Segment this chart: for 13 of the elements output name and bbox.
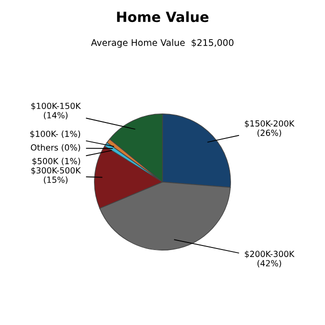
data-label: (14%) — [44, 112, 68, 120]
legend-label: Others (0%) — [30, 144, 80, 152]
slice-label: $150K-200K — [244, 120, 295, 128]
data-label: (26%) — [258, 130, 282, 137]
slice-label: $100K- (1%) — [30, 130, 80, 138]
data-label: (15%) — [44, 176, 68, 184]
slice-label: $500K (1%) — [32, 158, 80, 166]
chart-subtitle: Average Home Value $215,000 — [91, 39, 234, 48]
chart-title: Home Value — [117, 11, 208, 22]
slice-label: $200K-300K — [244, 250, 295, 258]
slice-label: $300K-500K — [31, 167, 81, 175]
slice-label: $100K-150K — [31, 102, 81, 110]
data-label: (42%) — [258, 260, 282, 268]
